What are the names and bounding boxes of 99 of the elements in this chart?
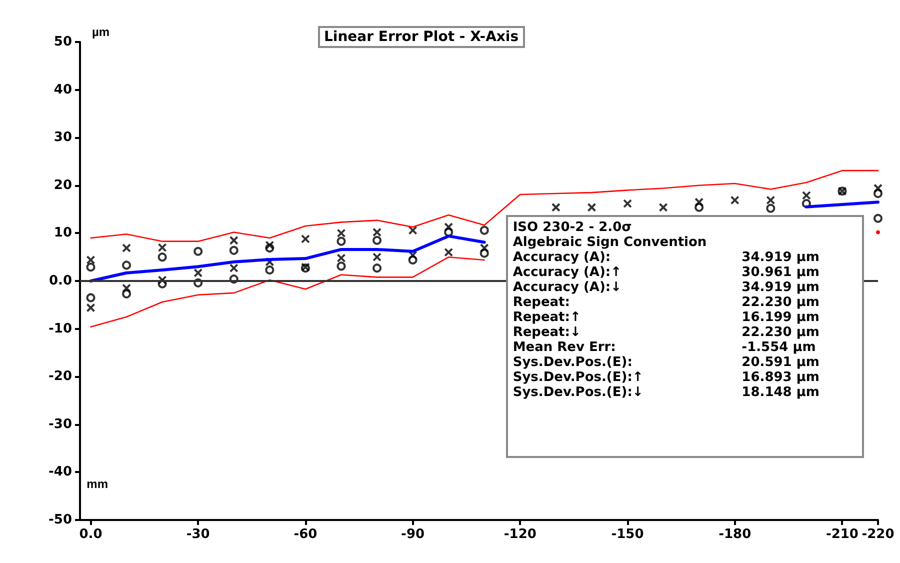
point bbox=[802, 190, 811, 200]
annotation: 34.919 µm bbox=[742, 280, 820, 296]
point bbox=[623, 199, 632, 208]
y-tick-label: 40 bbox=[54, 82, 72, 98]
x-tick-label: -210 bbox=[826, 527, 858, 542]
y-tick-label: -20 bbox=[48, 369, 72, 384]
y-axis-title: µm bbox=[92, 25, 110, 39]
point bbox=[730, 196, 740, 205]
x-tick-label: -180 bbox=[718, 527, 752, 542]
point bbox=[766, 204, 776, 213]
annotation: -1.554 µm bbox=[742, 340, 817, 356]
point bbox=[372, 264, 382, 273]
x-tick-label: -90 bbox=[401, 527, 425, 542]
annotation: Sys.Dev.Pos.(E): bbox=[512, 355, 632, 370]
y-tick-label: -40 bbox=[48, 464, 72, 480]
annotation: 30.961 µm bbox=[742, 265, 820, 280]
point bbox=[408, 226, 418, 235]
annotation: 18.148 µm bbox=[742, 385, 820, 400]
annotation: 22.230 µm bbox=[742, 325, 820, 340]
point bbox=[300, 234, 310, 244]
point bbox=[229, 274, 238, 284]
annotation: 34.919 µm bbox=[742, 250, 820, 266]
point bbox=[874, 184, 882, 193]
point bbox=[122, 289, 132, 298]
point bbox=[229, 246, 238, 255]
annotation: 16.199 µm bbox=[742, 310, 820, 326]
point bbox=[229, 264, 238, 273]
point bbox=[766, 196, 776, 205]
annotation: Algebraic Sign Convention bbox=[512, 235, 708, 250]
point bbox=[480, 248, 489, 258]
point bbox=[265, 244, 274, 253]
point bbox=[194, 268, 203, 278]
y-tick-label: 30 bbox=[54, 130, 72, 146]
point bbox=[158, 243, 167, 252]
annotation: Accuracy (A):↓ bbox=[512, 280, 622, 296]
point bbox=[444, 228, 454, 237]
annotation: Sys.Dev.Pos.(E):↑ bbox=[512, 370, 644, 386]
point bbox=[158, 276, 167, 285]
annotation: Mean Rev Err: bbox=[512, 340, 616, 356]
x-axis-title: mm bbox=[86, 477, 108, 491]
x-tick-label: 0.0 bbox=[79, 527, 102, 542]
point bbox=[158, 252, 167, 262]
y-tick-label: 50 bbox=[54, 34, 72, 50]
point bbox=[194, 246, 203, 256]
x-tick-label: -120 bbox=[504, 527, 536, 542]
point bbox=[86, 303, 96, 312]
point bbox=[122, 244, 132, 253]
y-tick-label: 20 bbox=[54, 178, 72, 193]
x-tick-label: -30 bbox=[186, 527, 210, 542]
point bbox=[587, 202, 596, 212]
y-tick-label: -10 bbox=[48, 321, 72, 336]
point bbox=[480, 226, 489, 235]
annotation: 20.591 µm bbox=[742, 355, 820, 370]
annotation: Sys.Dev.Pos.(E):↓ bbox=[512, 385, 644, 400]
annotation: Repeat: bbox=[512, 295, 570, 310]
point bbox=[372, 236, 382, 245]
annotation: 16.893 µm bbox=[742, 370, 820, 386]
annotation: Repeat:↑ bbox=[512, 310, 581, 326]
point bbox=[229, 236, 238, 245]
point bbox=[802, 199, 811, 208]
point bbox=[194, 278, 203, 288]
annotation: ISO 230-2 - 2.0σ bbox=[512, 220, 633, 236]
point bbox=[658, 202, 668, 212]
x-tick-label: -220 bbox=[862, 527, 894, 542]
annotation: Accuracy (A): bbox=[512, 250, 611, 266]
point bbox=[874, 189, 882, 198]
annotation: Accuracy (A):↑ bbox=[512, 265, 622, 280]
point bbox=[336, 236, 346, 246]
point bbox=[336, 262, 346, 271]
point bbox=[372, 228, 382, 237]
point bbox=[86, 262, 96, 272]
point bbox=[408, 255, 418, 264]
y-tick-label: -50 bbox=[48, 512, 72, 528]
point bbox=[86, 255, 96, 264]
annotation: Repeat:↓ bbox=[512, 325, 581, 340]
point bbox=[372, 252, 382, 262]
point bbox=[265, 240, 274, 250]
point bbox=[336, 228, 346, 238]
point bbox=[551, 202, 560, 212]
point bbox=[876, 230, 880, 234]
y-tick-label: 0.0 bbox=[48, 274, 72, 288]
x-tick-label: -60 bbox=[294, 527, 318, 542]
point bbox=[122, 260, 132, 270]
point bbox=[874, 214, 882, 223]
point bbox=[336, 254, 346, 263]
chart-title: Linear Error Plot - X-Axis bbox=[318, 26, 525, 48]
point bbox=[265, 266, 274, 275]
point bbox=[158, 279, 167, 288]
annotation: 22.230 µm bbox=[742, 295, 820, 310]
point bbox=[694, 202, 704, 212]
point bbox=[694, 198, 704, 207]
point bbox=[444, 248, 454, 257]
y-tick-label: 10 bbox=[54, 226, 72, 241]
point bbox=[86, 293, 96, 302]
y-tick-label: -30 bbox=[48, 416, 72, 432]
point bbox=[480, 244, 489, 253]
x-tick-label: -150 bbox=[611, 527, 644, 542]
point bbox=[122, 284, 132, 293]
point bbox=[444, 222, 454, 232]
